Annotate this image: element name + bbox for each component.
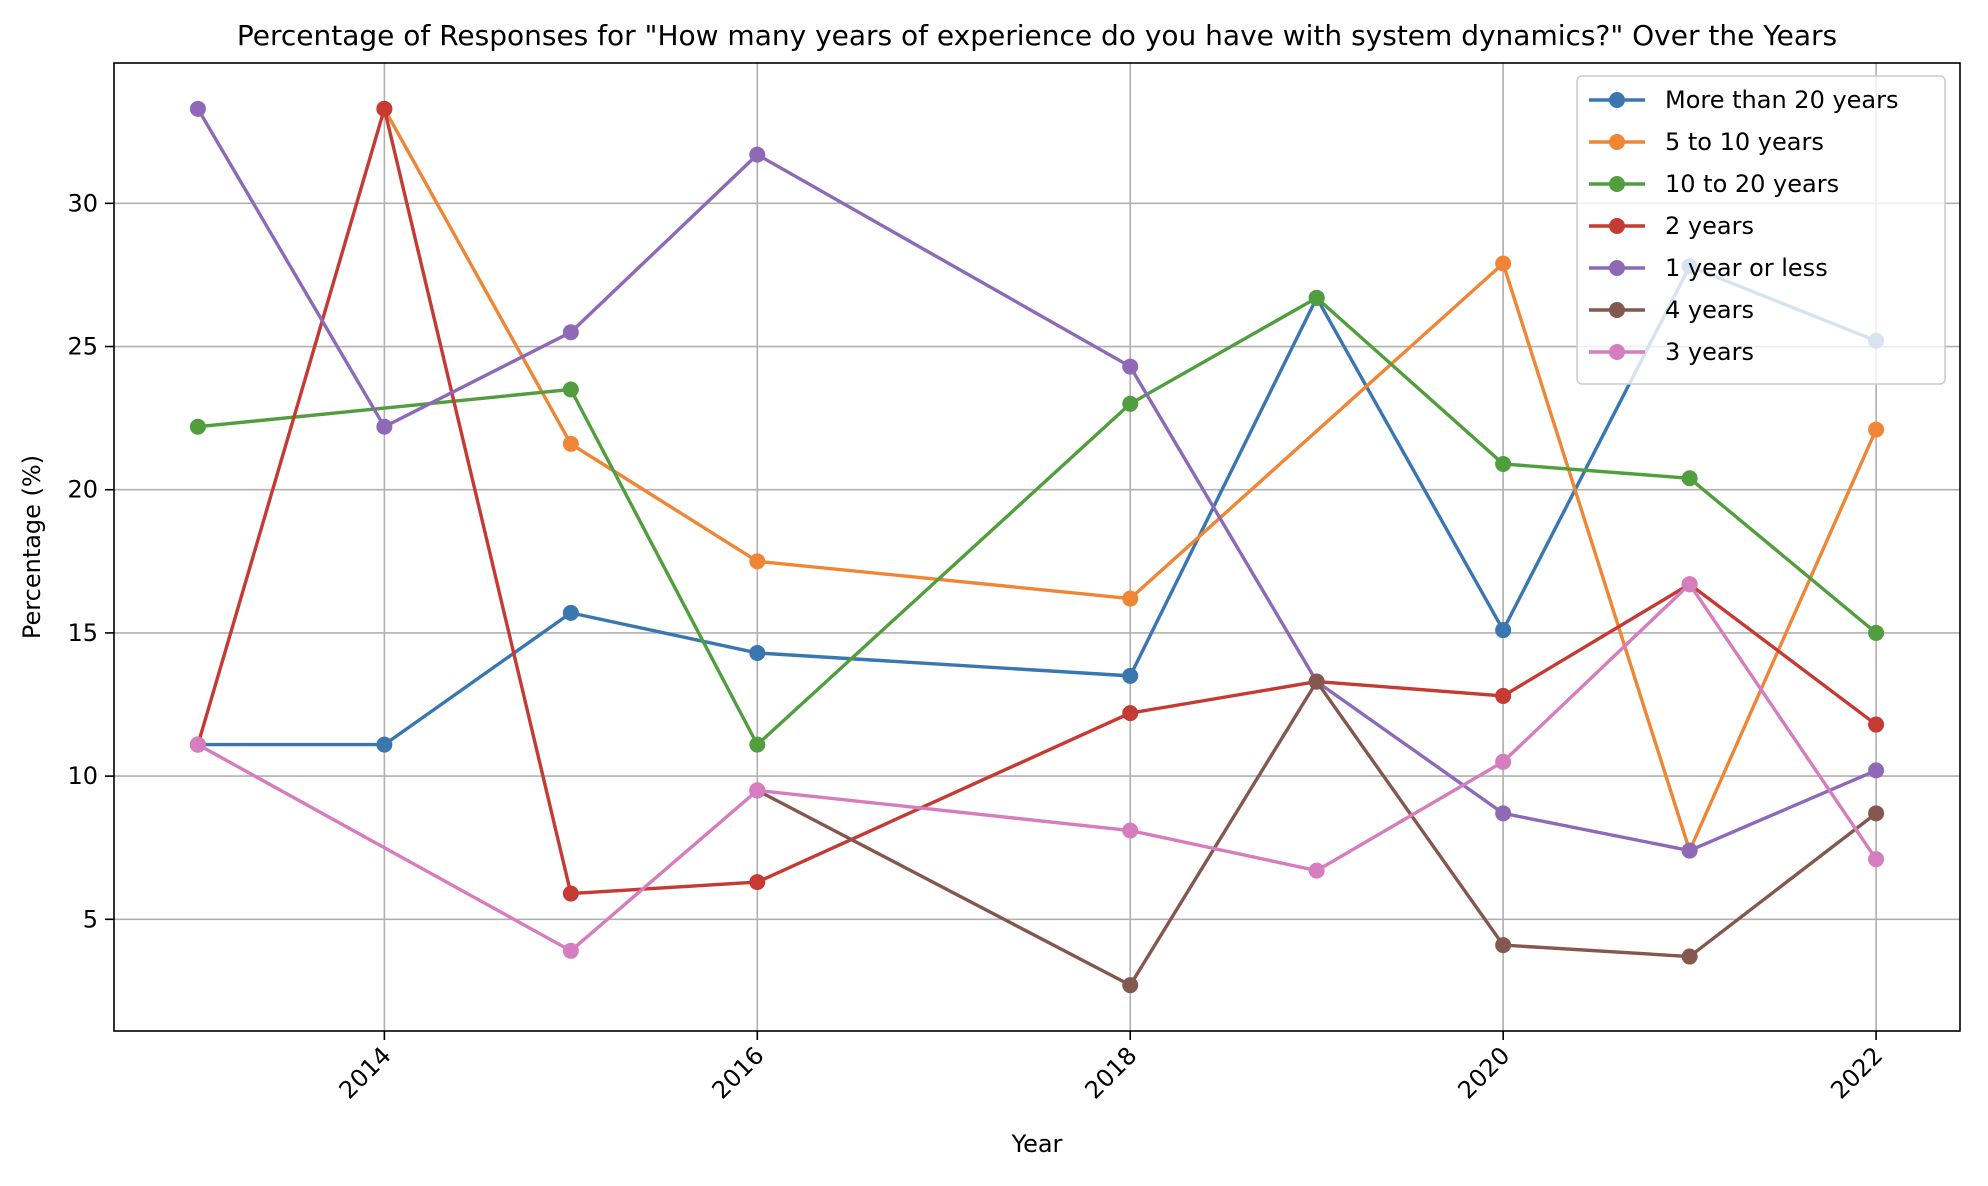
legend-swatch-marker [1609,344,1625,360]
series-line [197,296,1878,747]
data-point [1122,590,1139,607]
legend-entry-label: More than 20 years [1665,86,1899,114]
data-point [562,604,579,621]
legend-entry-label: 3 years [1665,338,1754,366]
y-tick-label: 25 [67,333,98,361]
data-point [189,418,206,435]
data-point [1122,705,1139,722]
legend-swatch-marker [1609,134,1625,150]
y-tick-label: 10 [67,762,98,790]
data-point [1495,753,1512,770]
data-point [376,100,393,117]
data-point [1495,622,1512,639]
legend-entry-label: 2 years [1665,212,1754,240]
data-point [1495,455,1512,472]
legend-entry-label: 1 year or less [1665,254,1828,282]
data-point [1122,358,1139,375]
data-point [1681,842,1698,859]
data-point [1495,937,1512,954]
legend-swatch-marker [1609,302,1625,318]
data-point [562,942,579,959]
data-point [1308,673,1325,690]
data-point [376,418,393,435]
data-point [1681,576,1698,593]
legend-box [1576,75,1946,385]
data-point [1868,805,1885,822]
series-10-to-20-years [189,289,1885,753]
data-point [749,644,766,661]
y-tick-label: 20 [67,476,98,504]
data-point [1122,395,1139,412]
data-point [1308,862,1325,879]
series-line [197,582,1878,953]
data-point [1122,667,1139,684]
data-point [1681,470,1698,487]
data-point [189,100,206,117]
data-point [376,736,393,753]
data-point [1122,977,1139,994]
data-point [1495,805,1512,822]
legend: More than 20 years 5 to 10 years 10 to 20 … [1576,75,1946,385]
data-point [1868,421,1885,438]
series-3-years [189,576,1885,959]
data-point [562,885,579,902]
legend-swatch-marker [1609,260,1625,276]
legend-swatch-marker [1609,92,1625,108]
data-point [749,553,766,570]
legend-entry-label: 4 years [1665,296,1754,324]
series-4-years [749,673,1885,994]
data-point [189,736,206,753]
data-point [562,435,579,452]
legend-entry-label: 5 to 10 years [1665,128,1824,156]
data-point [749,736,766,753]
data-point [1868,762,1885,779]
data-point [1122,822,1139,839]
y-axis-label: Percentage (%) [18,455,46,639]
y-tick-label: 30 [67,189,98,217]
y-tick-label: 5 [83,905,98,933]
data-point [749,874,766,891]
data-point [749,782,766,799]
y-tick-label: 15 [67,619,98,647]
data-point [1868,716,1885,733]
chart-title: Percentage of Responses for "How many ye… [237,19,1837,52]
data-point [562,381,579,398]
x-axis-label: Year [1011,1130,1063,1158]
legend-entry-label: 10 to 20 years [1665,170,1839,198]
plot-frame [113,62,1961,1032]
data-point [749,146,766,163]
data-point [1308,289,1325,306]
data-point [1868,624,1885,641]
data-point [1495,255,1512,272]
legend-swatch-marker [1609,176,1625,192]
data-point [562,324,579,341]
data-point [1681,948,1698,965]
data-point [1868,851,1885,868]
series-line [756,679,1878,987]
legend-swatch-marker [1609,218,1625,234]
data-point [1495,687,1512,704]
series-layer [189,100,1885,994]
